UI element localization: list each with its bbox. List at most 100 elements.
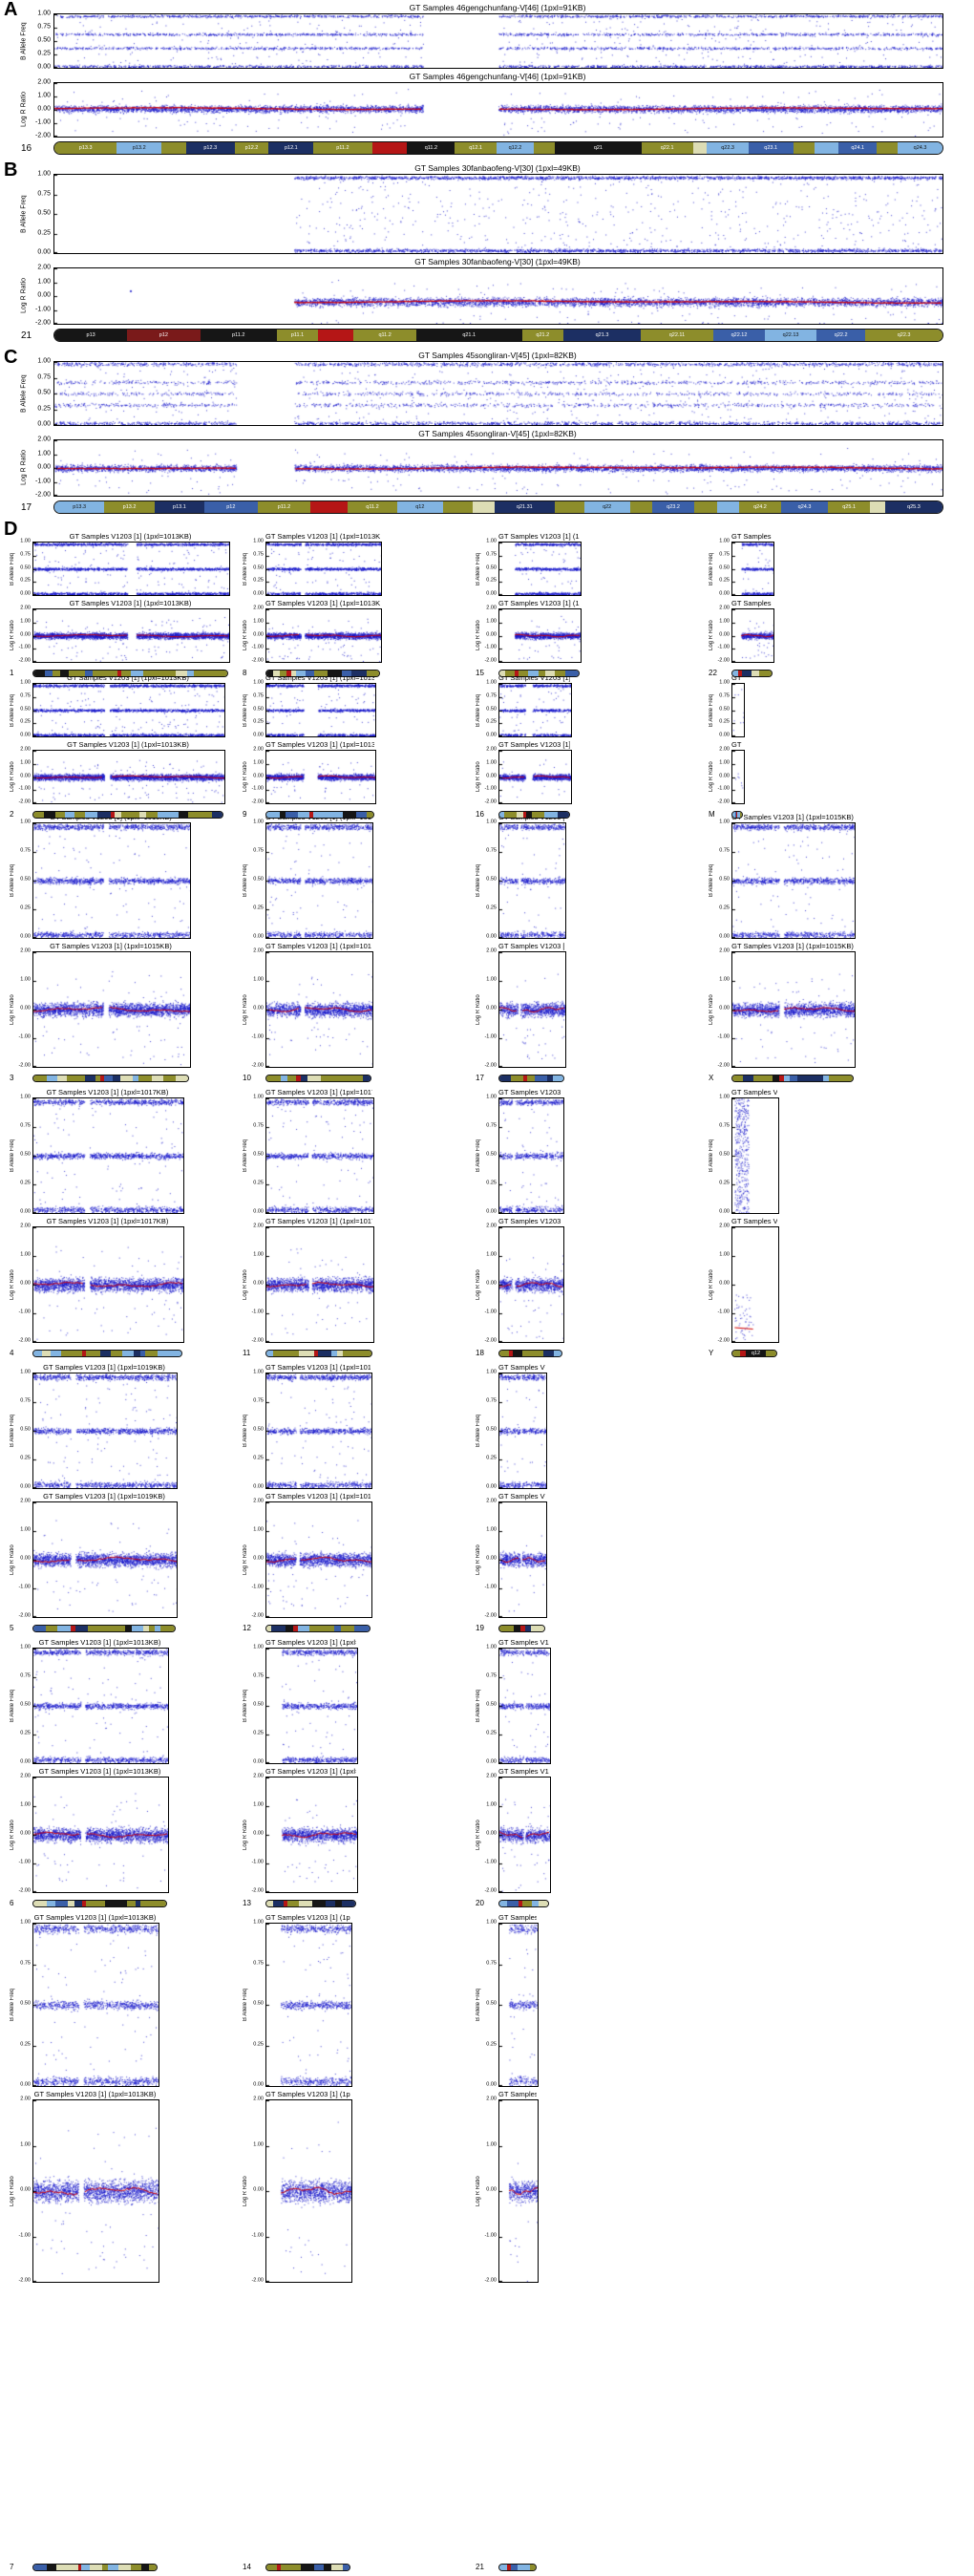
chromosome-label: 10 (243, 1074, 251, 1082)
y-tick-label: 1.00 (20, 1919, 31, 1926)
plot-area (265, 1777, 358, 1893)
ideogram-band (531, 1625, 544, 1631)
y-axis-ticks: 1.00 0.75 0.50 0.25 0.00 (250, 1370, 265, 1489)
baf-plot: GT Samples V1203 [1] (1pxl=1013KB) B Alle… (241, 1637, 472, 1764)
lrr-plot: GT Samples V1203 [1] (1pxl=1019KB) Log R … (8, 1491, 239, 1618)
y-tick-label: -1.00 (18, 785, 31, 792)
y-axis-ticks: 2.00 1.00 0.00 -1.00 -2.00 (17, 746, 32, 804)
chromosome-label: 4 (10, 1349, 14, 1357)
y-axis-ticks: 1.00 0.75 0.50 0.25 0.00 (483, 1095, 498, 1214)
ideogram-row: 1 (8, 669, 239, 677)
plot-title: GT Samples V1203 [1] (1pxl=1015KB) (265, 813, 371, 821)
panel-label-d: D (4, 519, 18, 540)
ideogram (498, 1074, 564, 1082)
y-tick-label: 0.00 (37, 248, 51, 256)
y-tick-label: 0.00 (719, 772, 730, 778)
y-axis-ticks: 1.00 0.75 0.50 0.25 0.00 (716, 820, 731, 939)
plot-area (731, 542, 774, 596)
y-tick-label: -1.00 (18, 644, 31, 650)
baf-plot: GT Samples V1203 [1] (1pxl=1019KB) B Alle… (8, 1362, 239, 1489)
y-axis-label: Log R Ratio (243, 2176, 248, 2206)
y-axis-label: B Allele Freq (20, 374, 28, 413)
baf-plot: GT Samples 45songliran-V[45] (1pxl=82KB)… (17, 350, 943, 428)
chromosome-cell: GT Samples V1203 [1] (1pxl=1015KB) B Alle… (707, 812, 938, 1087)
lrr-plot: GT Samples V1203 [1] (1pxl=1017KB) Log R … (241, 1216, 472, 1343)
plot-area (498, 1226, 564, 1343)
y-tick-label: 0.75 (253, 551, 264, 557)
ideogram-band (288, 1350, 299, 1356)
y-tick-label: -1.00 (484, 644, 497, 650)
plot-title: GT Samples V1203 [1] (1pxl=1019KB) (265, 1492, 371, 1501)
band-label: q22.13 (782, 332, 799, 338)
y-tick-label: 0.75 (20, 1672, 31, 1679)
y-tick-label: 2.00 (20, 605, 31, 611)
ideogram-band (312, 1900, 327, 1906)
y-tick-label: 0.25 (253, 1455, 264, 1461)
ideogram-band (499, 811, 505, 818)
ideogram-band (136, 1900, 141, 1906)
band-label: q21.3 (595, 332, 609, 338)
plot-area (265, 1501, 372, 1618)
chromosome-cell: GT Samples V1203 [1] (1pxl=1017KB) B Alle… (8, 1087, 239, 1362)
ideogram-band (499, 1900, 507, 1906)
lrr-scatter-canvas (266, 609, 381, 662)
plot-body: Log R Ratio 2.00 1.00 0.00 -1.00 -2.00 (474, 1499, 705, 1618)
ideogram-band (742, 1075, 753, 1081)
chromosome-label: Y (709, 1349, 714, 1357)
ideogram-band (57, 1075, 68, 1081)
ideogram: p13.3 p13.2 p13.1 p12 p11.2 q11.2 q12 q21.31 q22… (53, 500, 943, 514)
y-tick-label: 1.00 (719, 1251, 730, 1258)
ideogram-band (506, 1900, 519, 1906)
baf-scatter-canvas (33, 823, 190, 938)
panel-d: D GT Samples V1203 [1] (1pxl=1013KB) B Al… (0, 520, 974, 2576)
y-tick-label: 0.75 (486, 692, 497, 698)
baf-plot: GT Samples V1203 [1] (1pxl=1015KB) B Alle… (241, 812, 472, 939)
lrr-scatter-canvas (732, 751, 744, 803)
y-tick-label: -1.00 (484, 1033, 497, 1040)
plot-area (265, 683, 376, 737)
y-axis-ticks: 1.00 0.75 0.50 0.25 0.00 (250, 680, 265, 737)
plot-title: GT Samples V1203 [1] (1pxl=1013KB) (67, 740, 189, 749)
lrr-plot: GT Samples V1203 [1] (1pxl=1013KB) Log R … (474, 2089, 705, 2283)
y-tick-label: 2.00 (253, 2096, 264, 2102)
ideogram-band (499, 2564, 507, 2570)
ideogram-row: X (707, 1074, 938, 1082)
baf-scatter-canvas (33, 543, 229, 595)
y-tick-label: 0.00 (486, 1483, 497, 1490)
plot-area (731, 822, 856, 939)
lrr-scatter-canvas (33, 1502, 177, 1617)
baf-scatter-canvas (266, 1098, 373, 1213)
ideogram-band: q11.2 (353, 330, 416, 341)
ideogram-band (55, 811, 65, 818)
y-axis-ticks: 2.00 1.00 0.00 -1.00 -2.00 (17, 1774, 32, 1893)
plot-body: B Allele Freq 1.00 0.75 0.50 0.25 0.00 (707, 820, 938, 939)
y-axis-ticks: 2.00 1.00 0.00 -1.00 -2.00 (250, 606, 265, 663)
y-tick-label: 0.25 (253, 1730, 264, 1736)
ideogram-band (81, 1350, 87, 1356)
ideogram-band (298, 1900, 312, 1906)
y-axis-ticks: 2.00 1.00 0.00 -1.00 -2.00 (31, 79, 53, 139)
lrr-scatter-canvas (33, 952, 190, 1067)
y-tick-label: 0.00 (20, 732, 31, 738)
y-tick-label: 0.50 (486, 1426, 497, 1433)
plot-title: GT Samples 46gengchunfang-V[46] (1pxl=91… (409, 72, 586, 81)
plot-body: B Allele Freq 1.00 0.75 0.50 0.25 0.00 (241, 1095, 472, 1214)
plot-area (32, 1777, 169, 1893)
y-tick-label: 2.00 (20, 746, 31, 753)
ideogram-band: p13.3 (54, 142, 117, 154)
plot-body: Log R Ratio 2.00 1.00 0.00 -1.00 -2.00 (707, 948, 938, 1068)
y-axis-label: Log R Ratio (243, 1820, 248, 1850)
baf-scatter-canvas (732, 1098, 778, 1213)
plot-body: B Allele Freq 1.00 0.75 0.50 0.25 0.00 (474, 680, 705, 737)
y-tick-label: 1.00 (253, 538, 264, 544)
ideogram-band (829, 1075, 844, 1081)
y-axis-label: B Allele Freq (10, 552, 15, 585)
ideogram (265, 669, 380, 677)
y-axis-label: B Allele Freq (476, 1414, 481, 1448)
y-axis-ticks: 2.00 1.00 0.00 -1.00 -2.00 (31, 436, 53, 499)
baf-scatter-canvas (499, 823, 565, 938)
y-tick-label: 1.00 (20, 2140, 31, 2147)
ideogram-band (68, 1900, 75, 1906)
ideogram-band (166, 1350, 181, 1356)
ideogram-band (504, 811, 517, 818)
